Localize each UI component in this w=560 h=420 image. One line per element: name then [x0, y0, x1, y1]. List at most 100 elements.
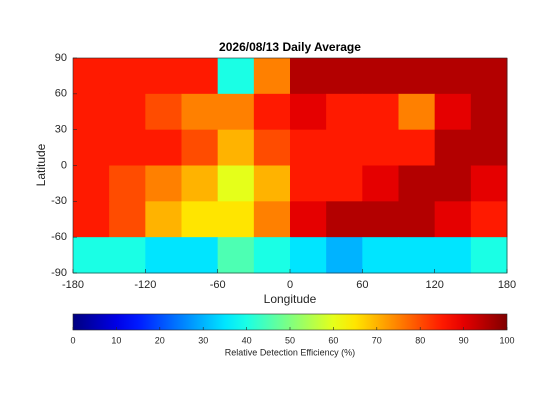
heatmap-cell [434, 201, 472, 238]
heatmap-cell [253, 165, 291, 202]
heatmap-cell [290, 93, 327, 131]
heatmap-cell [217, 58, 255, 95]
heatmap-cell [145, 129, 182, 166]
heatmap-cell [470, 165, 508, 202]
heatmap-cell [398, 93, 436, 131]
heatmap-cell [145, 165, 182, 202]
heatmap-cell [181, 201, 219, 238]
heatmap-cell [109, 201, 146, 238]
heatmap-cell [109, 237, 146, 274]
heatmap-cell [470, 237, 508, 274]
heatmap-cell [434, 129, 472, 166]
heatmap-cell [73, 165, 110, 202]
colorbar-tick-label: 80 [415, 335, 425, 345]
heatmap-cell [362, 93, 399, 131]
heatmap-cell [253, 93, 291, 131]
heatmap-cell [145, 93, 182, 131]
heatmap-cell [181, 237, 219, 274]
y-tick-label: -90 [51, 267, 67, 279]
heatmap-cell [362, 129, 399, 166]
heatmap-cell [290, 201, 327, 238]
x-tick-label: -60 [210, 279, 226, 291]
heatmap-cell [434, 93, 472, 131]
x-tick-label: 120 [425, 279, 443, 291]
heatmap-cell [326, 165, 363, 202]
heatmap-cell [290, 129, 327, 166]
heatmap-cell [470, 93, 508, 131]
heatmap-cell [434, 237, 472, 274]
heatmap-cell [326, 237, 363, 274]
heatmap-cell [109, 58, 146, 95]
heatmap-cell [326, 129, 363, 166]
heatmap-cell [217, 93, 255, 131]
colorbar-tick-label: 0 [70, 335, 75, 345]
heatmap-cell [290, 58, 327, 95]
heatmap-cell [217, 165, 255, 202]
x-tick-label: -120 [134, 279, 156, 291]
heatmap-cell [181, 129, 219, 166]
colorbar-label: Relative Detection Efficiency (%) [225, 347, 355, 357]
heatmap-cell [362, 237, 399, 274]
heatmap-cell [470, 129, 508, 166]
heatmap-cell [73, 58, 110, 95]
colorbar-tick-label: 60 [328, 335, 338, 345]
heatmap-cell [181, 93, 219, 131]
y-axis-label: Latitude [34, 143, 48, 186]
heatmap-cell [434, 58, 472, 95]
y-tick-label: 0 [61, 159, 67, 171]
heatmap-cell [362, 201, 399, 238]
x-tick-label: -180 [62, 279, 84, 291]
heatmap-cell [290, 237, 327, 274]
heatmap-cell [398, 165, 436, 202]
colorbar-tick-label: 30 [198, 335, 208, 345]
x-tick-label: 0 [287, 279, 293, 291]
heatmap-cell [217, 237, 255, 274]
heatmap-cell [362, 165, 399, 202]
heatmap-cell [290, 165, 327, 202]
heatmap-cell [73, 237, 110, 274]
heatmap-cell [326, 58, 363, 95]
colorbar-tick-label: 20 [155, 335, 165, 345]
heatmap-cell [181, 165, 219, 202]
colorbar-tick-label: 10 [111, 335, 121, 345]
heatmap-cell [73, 201, 110, 238]
heatmap-cell [434, 165, 472, 202]
heatmap-cell [73, 93, 110, 131]
x-tick-label: 180 [498, 279, 516, 291]
heatmap-cell [217, 201, 255, 238]
heatmap-cell [145, 201, 182, 238]
y-tick-label: 60 [55, 88, 67, 100]
heatmap-cell [470, 58, 508, 95]
colorbar-tick-label: 100 [499, 335, 514, 345]
heatmap-cell [145, 237, 182, 274]
heatmap-cell [253, 58, 291, 95]
heatmap-cell [253, 201, 291, 238]
heatmap-cell [217, 129, 255, 166]
heatmap-cell [109, 93, 146, 131]
x-tick-label: 60 [356, 279, 368, 291]
heatmap-cell [398, 129, 436, 166]
heatmap-cell [326, 201, 363, 238]
heatmap-cell [145, 58, 182, 95]
heatmap-cell [470, 201, 508, 238]
heatmap-cell [398, 201, 436, 238]
heatmap-cell [362, 58, 399, 95]
y-tick-label: 90 [55, 52, 67, 64]
heatmap-cell [181, 58, 219, 95]
heatmap-cell [109, 165, 146, 202]
heatmap-cell [73, 129, 110, 166]
colorbar-tick-label: 50 [285, 335, 295, 345]
chart-title: 2026/08/13 Daily Average [219, 40, 361, 54]
colorbar-tick-label: 40 [242, 335, 252, 345]
colorbar-tick-label: 90 [459, 335, 469, 345]
heatmap-cell [326, 93, 363, 131]
y-tick-label: -30 [51, 195, 67, 207]
y-tick-label: -60 [51, 231, 67, 243]
heatmap-cell [398, 58, 436, 95]
heatmap-cell [253, 129, 291, 166]
heatmap-cell [109, 129, 146, 166]
colorbar-tick-label: 70 [372, 335, 382, 345]
heatmap-cell [253, 237, 291, 274]
y-tick-label: 30 [55, 124, 67, 136]
